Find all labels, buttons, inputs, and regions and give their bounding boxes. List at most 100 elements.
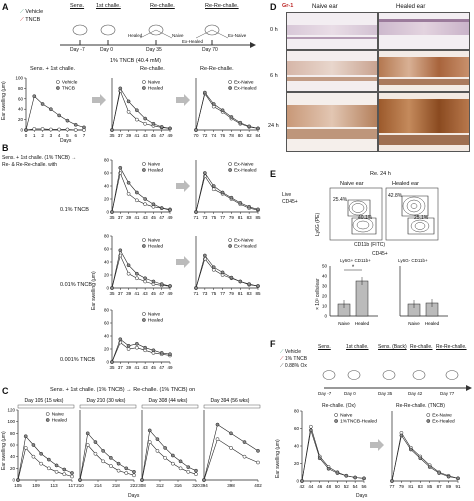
data-point xyxy=(126,271,131,276)
x-tick-label: 49 xyxy=(167,365,173,370)
data-point xyxy=(57,113,61,118)
x-tick-label: 113 xyxy=(50,483,58,488)
panel-e-bars: 0 10 20 30 40 50 Naive Healed Naive Healed * xyxy=(322,264,448,326)
bar-cat: Naive xyxy=(408,321,420,326)
x-tick-label: 316 xyxy=(174,483,182,488)
x-tick-label: 308 xyxy=(138,483,146,488)
arrow-icon xyxy=(176,94,190,106)
y-tick-label: 120 xyxy=(7,408,15,413)
data-point xyxy=(124,466,129,471)
x-tick-label: 81 xyxy=(238,215,244,220)
y-tick-label: 20 xyxy=(104,347,110,352)
data-point xyxy=(159,351,164,355)
x-tick-label: 4 xyxy=(58,133,61,138)
data-point xyxy=(62,467,67,472)
x-tick-label: 47 xyxy=(159,291,165,296)
data-point xyxy=(118,337,123,342)
data-point xyxy=(186,465,191,470)
y-tick-label: 80 xyxy=(104,308,110,313)
data-point xyxy=(211,265,216,270)
data-point xyxy=(446,474,451,479)
panel-f-plots: 0 20 40 60 80 42 44 46 48 50 52 54 56 Naive1%TNCB-Hea… xyxy=(294,409,461,490)
x-tick-label: 0 xyxy=(25,133,28,138)
x-tick-label: 73 xyxy=(202,215,208,220)
x-tick-label: 52 xyxy=(344,484,350,489)
data-point xyxy=(215,422,220,427)
f-day-2: Day 0 xyxy=(344,391,356,396)
y-tick-label: 60 xyxy=(104,321,110,326)
d-row-24h: 24 h xyxy=(268,123,279,129)
x-tick-label: 83 xyxy=(247,215,253,220)
grp-exhealed: Ex-Healed xyxy=(182,39,204,44)
data-point xyxy=(101,459,105,464)
x-tick-label: 37 xyxy=(118,291,124,296)
y-tick-label: 80 xyxy=(104,158,110,163)
pct-1: 25.4% xyxy=(333,197,348,203)
f-day-5: Day 77 xyxy=(440,391,455,396)
x-tick-label: 77 xyxy=(389,484,395,489)
data-point xyxy=(247,124,251,129)
data-point xyxy=(47,466,51,471)
data-point xyxy=(256,448,260,453)
x-tick-label: 76 xyxy=(220,133,226,138)
x-tick-label: 91 xyxy=(455,484,461,489)
x-tick-label: 89 xyxy=(446,484,452,489)
data-point xyxy=(126,99,131,104)
x-tick-label: 48 xyxy=(326,484,332,489)
x-tick-label: 72 xyxy=(202,133,208,138)
arrow-icon xyxy=(176,180,190,192)
series-line xyxy=(391,432,459,482)
data-point xyxy=(24,128,28,132)
data-point xyxy=(65,118,70,123)
histology-healed-0h xyxy=(378,12,470,50)
pct-4: 25.1% xyxy=(414,215,429,221)
y-tick-label: 20 xyxy=(18,117,24,122)
data-point xyxy=(229,446,233,450)
data-point xyxy=(32,94,37,99)
x-tick-label: 44 xyxy=(308,484,314,489)
f-stage-5: Re-Re-challe. xyxy=(436,344,467,350)
e-flow-y: Ly6G (PE) xyxy=(315,212,321,236)
data-point xyxy=(78,478,82,482)
e-col-healed: Healed ear xyxy=(392,181,419,187)
data-point xyxy=(300,479,304,483)
x-tick-label: 84 xyxy=(255,133,261,138)
x-tick-label: 83 xyxy=(247,291,253,296)
data-point xyxy=(126,347,131,351)
y-tick-label: 0 xyxy=(20,128,23,133)
data-point xyxy=(118,165,123,170)
e-bar-header: CD45+ xyxy=(372,251,388,257)
x-tick-label: 50 xyxy=(335,484,341,489)
data-point xyxy=(135,108,139,113)
x-tick-label: 45 xyxy=(151,365,157,370)
x-tick-label: 39 xyxy=(126,215,132,220)
arrow-icon xyxy=(176,256,190,268)
y-tick-label: 80 xyxy=(18,86,24,91)
data-point xyxy=(168,208,172,212)
data-point xyxy=(93,440,98,444)
data-point xyxy=(57,127,61,132)
data-point xyxy=(54,463,59,468)
x-tick-label: 80 xyxy=(238,133,244,138)
x-tick-label: 6 xyxy=(74,133,77,138)
data-point xyxy=(186,469,191,474)
data-point xyxy=(203,253,207,258)
day-0: Day 0 xyxy=(100,47,114,53)
plot-c4: 394 398 402 xyxy=(200,410,262,488)
a-header-right: Re-Re-challe. xyxy=(200,66,234,72)
x-tick-label: 2 xyxy=(41,133,44,138)
data-point xyxy=(31,443,36,447)
legend-label: Ex-Healed xyxy=(234,168,257,174)
sig-marker: * xyxy=(352,265,355,271)
x-tick-label: 47 xyxy=(159,133,165,138)
legend-label: Healed xyxy=(148,318,164,324)
data-point xyxy=(178,466,183,471)
b-row2: 0.01% TNCB xyxy=(60,282,92,288)
data-point xyxy=(147,440,152,444)
data-point xyxy=(353,475,357,480)
y-tick-label: 20 xyxy=(294,461,300,466)
